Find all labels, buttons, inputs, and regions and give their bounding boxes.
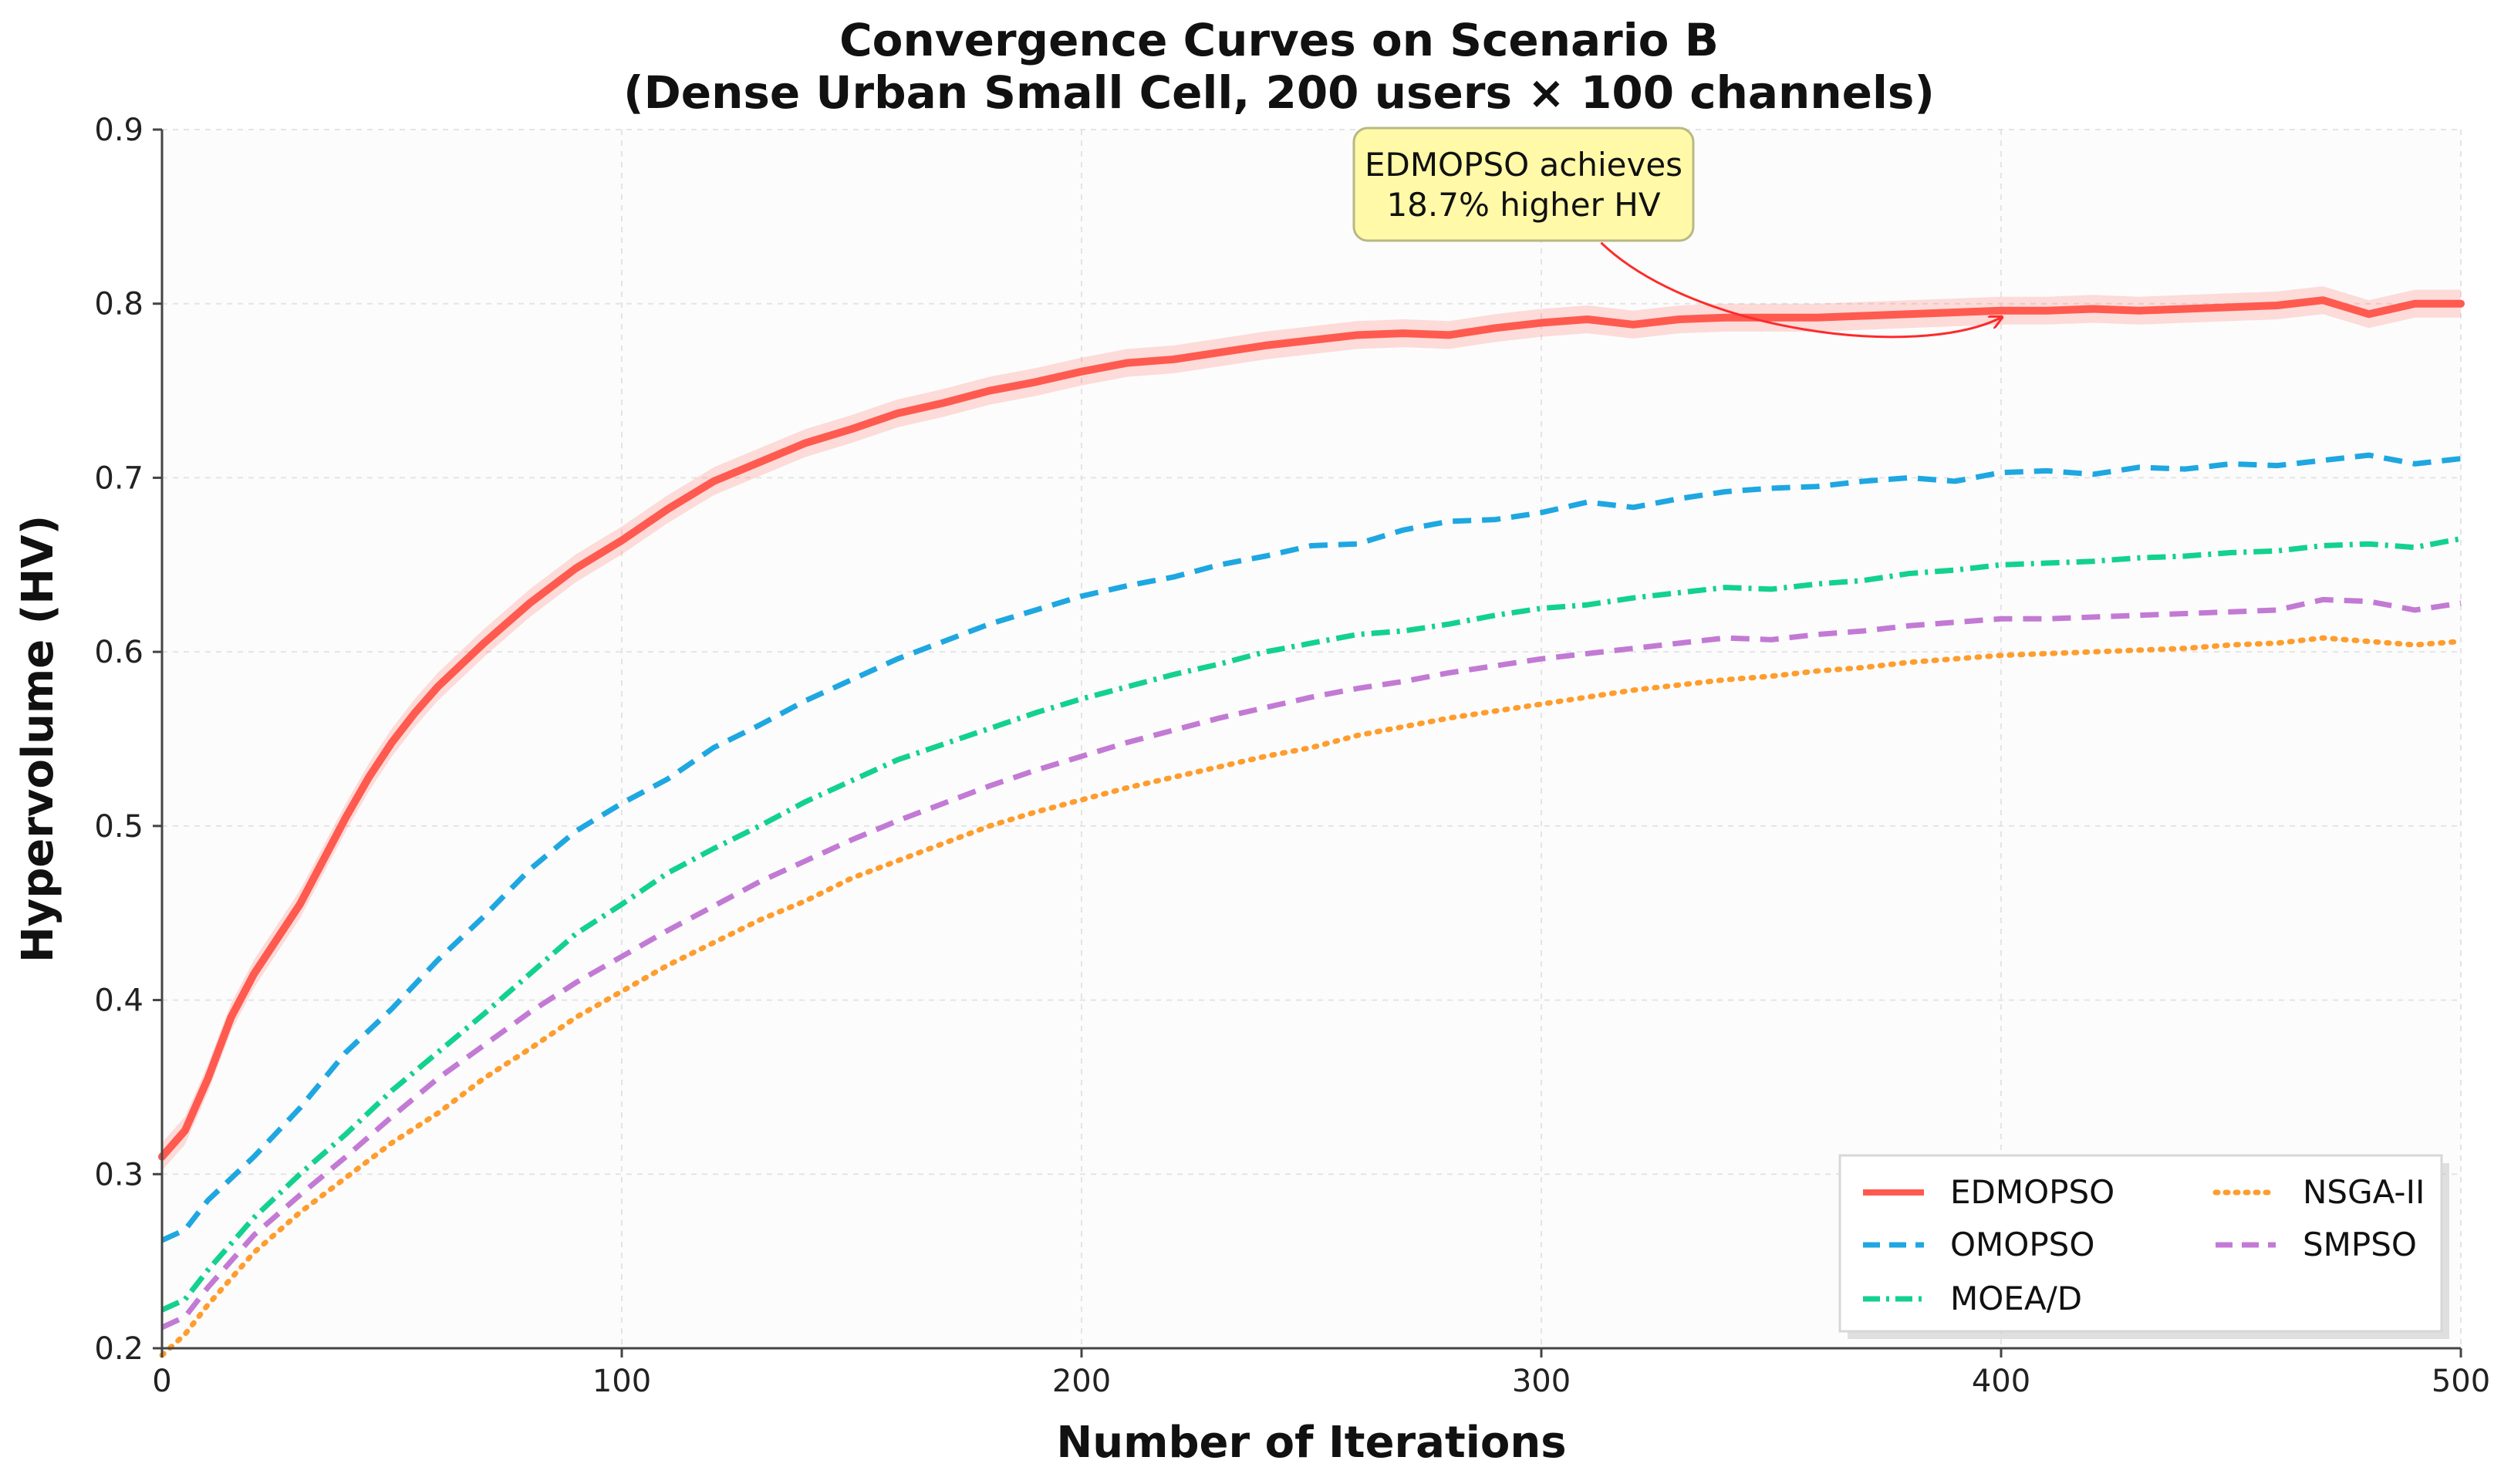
x-tick-label-5: 500 — [2432, 1364, 2490, 1399]
y-tick-label-1: 0.3 — [94, 1157, 143, 1192]
axes-layer — [160, 130, 2461, 1350]
chart-title-line-2: (Dense Urban Small Cell, 200 users × 100… — [623, 66, 1935, 119]
x-tick-label-1: 100 — [592, 1364, 651, 1399]
y-tick-label-3: 0.5 — [94, 809, 143, 845]
legend-box — [1838, 1154, 2443, 1333]
x-tick-label-2: 200 — [1052, 1364, 1111, 1399]
annotation-line-1: EDMOPSO achieves — [1365, 146, 1682, 184]
annotation-line-2: 18.7% higher HV — [1386, 186, 1660, 224]
series-line-0 — [158, 296, 2465, 1161]
annotation-arrow — [1600, 241, 2001, 339]
y-tick-label-2: 0.4 — [94, 983, 143, 1019]
series-line-2 — [160, 535, 2462, 1313]
annotation-box — [1352, 126, 1695, 242]
series-line-1 — [160, 452, 2462, 1243]
legend-label-nsga-ii: NSGA-II — [2303, 1173, 2425, 1211]
chart-title-line-1: Convergence Curves on Scenario B — [839, 14, 1719, 66]
series-line-4 — [160, 596, 2462, 1331]
legend-label-smpso: SMPSO — [2303, 1226, 2417, 1263]
annotation: EDMOPSO achieves 18.7% higher HV — [1352, 126, 2001, 339]
series-layer — [158, 296, 2465, 1358]
x-tick-label-0: 0 — [152, 1364, 171, 1399]
y-tick-label-5: 0.7 — [94, 460, 143, 496]
legend: EDMOPSO OMOPSO MOEA/D NSGA-II SMPSO — [1838, 1154, 2449, 1339]
y-tick-label-0: 0.2 — [94, 1331, 143, 1367]
y-tick-label-6: 0.8 — [94, 287, 143, 322]
legend-label-edmopso: EDMOPSO — [1950, 1173, 2114, 1211]
tick-layer: 0 100 200 300 400 500 0.2 0.3 0.4 0.5 0.6 0.7 0.8 0.9 — [94, 113, 2490, 1399]
chart-title: Convergence Curves on Scenario B (Dense … — [623, 14, 1935, 119]
series-line-3 — [159, 635, 2464, 1358]
x-tick-label-3: 300 — [1512, 1364, 1571, 1399]
x-axis-label: Number of Iterations — [1056, 1418, 1566, 1468]
legend-label-moead: MOEA/D — [1950, 1280, 2082, 1317]
y-tick-label-7: 0.9 — [94, 113, 143, 148]
y-axis-label: Hypervolume (HV) — [13, 515, 63, 963]
plot-background — [162, 130, 2461, 1348]
legend-label-omopso: OMOPSO — [1950, 1226, 2094, 1263]
y-tick-label-4: 0.6 — [94, 635, 143, 670]
x-tick-label-4: 400 — [1972, 1364, 2030, 1399]
